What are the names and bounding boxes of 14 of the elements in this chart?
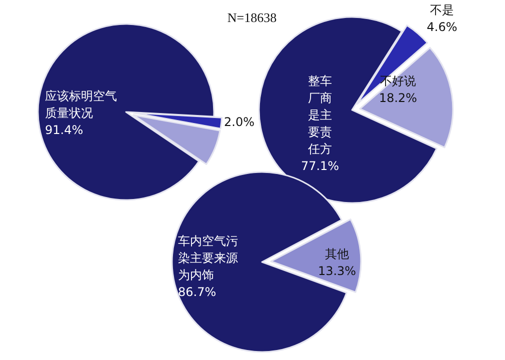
data-label: 86.7% bbox=[178, 285, 216, 299]
text: N=18638 bbox=[227, 10, 277, 25]
slice-label: 车内空气污染主要来源为内饰 bbox=[178, 234, 238, 282]
slice-label: 不好说 bbox=[380, 74, 416, 88]
slice-label: 整车厂商是主要责任方 bbox=[307, 74, 332, 156]
data-label: 18.2% bbox=[378, 91, 418, 105]
data-label: 77.1% bbox=[300, 159, 340, 173]
data-label: 4.6% bbox=[426, 20, 458, 34]
slice-label: 其他 bbox=[325, 247, 349, 261]
data-label: 91.4% bbox=[45, 123, 84, 137]
slice-label: 应该标明空气质量状况 bbox=[45, 89, 117, 120]
data-label: 13.3% bbox=[318, 264, 356, 278]
data-label: 2.0% bbox=[224, 115, 254, 129]
slice-label: 不是 bbox=[430, 3, 454, 17]
